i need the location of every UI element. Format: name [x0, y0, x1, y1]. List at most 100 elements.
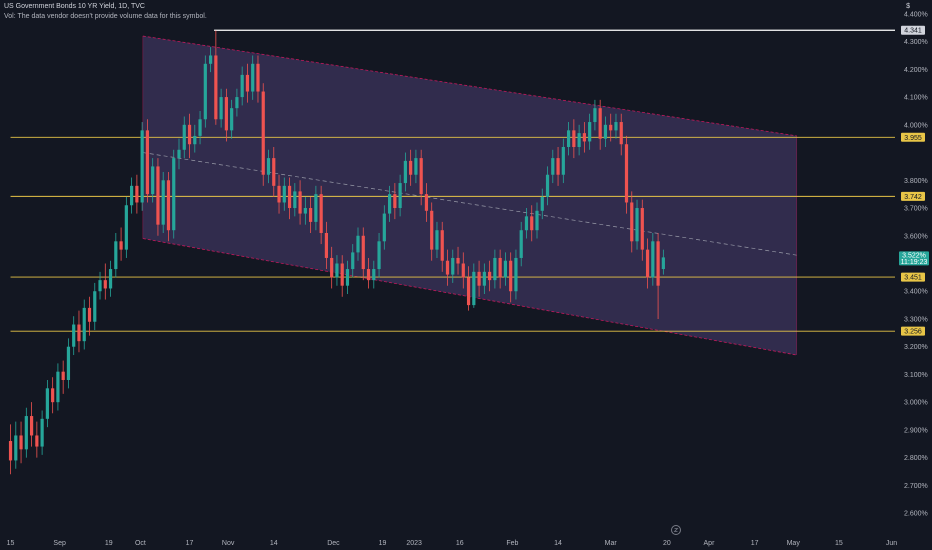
currency-label[interactable]: $ — [906, 3, 910, 10]
candle-35 — [193, 124, 197, 153]
channel-mid-line[interactable] — [142, 152, 797, 256]
candle-body — [651, 241, 655, 278]
x-tick-label: 14 — [270, 540, 278, 547]
candle-100 — [535, 202, 539, 239]
x-tick-label: Dec — [327, 540, 340, 547]
candle-86 — [461, 252, 465, 289]
y-tick-label: 3.800% — [904, 178, 928, 185]
candle-body — [335, 263, 339, 278]
candle-body — [266, 158, 271, 175]
candle-body — [545, 174, 550, 197]
candle-body — [14, 435, 18, 461]
candle-body — [82, 307, 86, 342]
candle-body — [309, 208, 313, 222]
candle-122 — [651, 232, 655, 286]
candle-body — [582, 133, 586, 142]
candle-107 — [572, 119, 576, 159]
candle-47 — [256, 55, 260, 103]
candle-98 — [524, 208, 529, 239]
candle-91 — [488, 260, 492, 292]
candle-66 — [356, 227, 360, 261]
level-tag-3.742: 3.742 — [904, 194, 922, 201]
candle-body — [356, 235, 360, 253]
price-axis[interactable]: 2.600% 2.700% 2.800% 2.900% 3.000% 3.100% 3.20… — [904, 11, 928, 517]
candle-83 — [445, 249, 450, 286]
candle-body — [77, 324, 81, 342]
candle-body — [572, 130, 576, 148]
candle-18 — [103, 263, 107, 300]
candle-body — [635, 208, 639, 242]
candle-body — [561, 147, 565, 175]
candle-90 — [482, 263, 486, 295]
candle-body — [103, 280, 107, 289]
candle-2 — [19, 421, 23, 464]
symbol-title[interactable]: US Government Bonds 10 YR Yield, 1D, TVC — [4, 3, 145, 10]
candle-65 — [351, 244, 355, 278]
candle-body — [193, 135, 197, 145]
candle-22 — [124, 196, 128, 258]
candle-body — [519, 230, 523, 258]
level-tag-bg-3.256 — [901, 326, 925, 336]
candle-54 — [293, 183, 297, 217]
candle-body — [182, 124, 186, 150]
candle-body — [256, 63, 260, 92]
candle-body — [461, 263, 465, 278]
x-tick-label: Mar — [605, 540, 618, 547]
candle-31 — [172, 149, 176, 239]
candle-body — [498, 257, 502, 278]
y-tick-label: 3.400% — [904, 289, 928, 296]
y-tick-label: 2.800% — [904, 455, 928, 462]
candle-106 — [566, 122, 571, 156]
candle-body — [287, 185, 292, 209]
candle-body — [456, 257, 460, 264]
candle-10 — [61, 360, 65, 394]
candle-53 — [287, 177, 292, 220]
candle-body — [45, 388, 49, 419]
candle-34 — [187, 113, 192, 159]
x-tick-label: 17 — [186, 540, 194, 547]
candle-body — [630, 202, 634, 242]
candle-body — [172, 158, 176, 231]
x-tick-label: Jun — [886, 540, 897, 547]
x-tick-label: Feb — [506, 540, 518, 547]
x-tick-label: 19 — [105, 540, 113, 547]
candle-38 — [208, 47, 213, 73]
candle-body — [324, 232, 329, 258]
candle-32 — [177, 138, 181, 170]
candle-6 — [40, 410, 44, 455]
candle-101 — [540, 188, 544, 220]
candle-body — [361, 235, 365, 270]
candle-body — [387, 194, 392, 214]
candle-52 — [282, 177, 286, 211]
candle-30 — [166, 171, 171, 242]
candle-68 — [366, 257, 371, 289]
replay-icon[interactable] — [671, 525, 681, 535]
candle-60 — [324, 221, 329, 270]
candle-95 — [509, 252, 513, 303]
candle-body — [509, 260, 513, 292]
candle-body — [277, 185, 281, 203]
candle-body — [135, 185, 139, 203]
candle-78 — [419, 149, 423, 206]
time-axis[interactable]: 15 Sep 19 Oct 17 Nov 14 Dec 19 2023 16 Feb 14 Mar 20 Ap… — [7, 540, 898, 547]
candle-body — [345, 269, 350, 286]
candle-body — [156, 166, 160, 225]
candle-body — [98, 280, 102, 292]
last-price-countdown: 11:19:23 — [901, 259, 928, 266]
candle-79 — [424, 183, 429, 222]
channel-upper-line[interactable] — [142, 35, 797, 137]
candle-61 — [330, 246, 334, 289]
candle-body — [351, 252, 355, 270]
candle-70 — [377, 232, 381, 278]
candle-body — [398, 183, 402, 209]
last-price-tag-bg — [899, 251, 929, 266]
x-tick-label: Oct — [135, 540, 146, 547]
candle-67 — [361, 227, 365, 281]
candle-42 — [230, 99, 234, 139]
candle-71 — [382, 205, 386, 250]
candle-body — [130, 185, 134, 206]
candle-112 — [598, 99, 602, 150]
candle-9 — [56, 363, 60, 411]
level-tag-3.955: 3.955 — [904, 135, 922, 142]
